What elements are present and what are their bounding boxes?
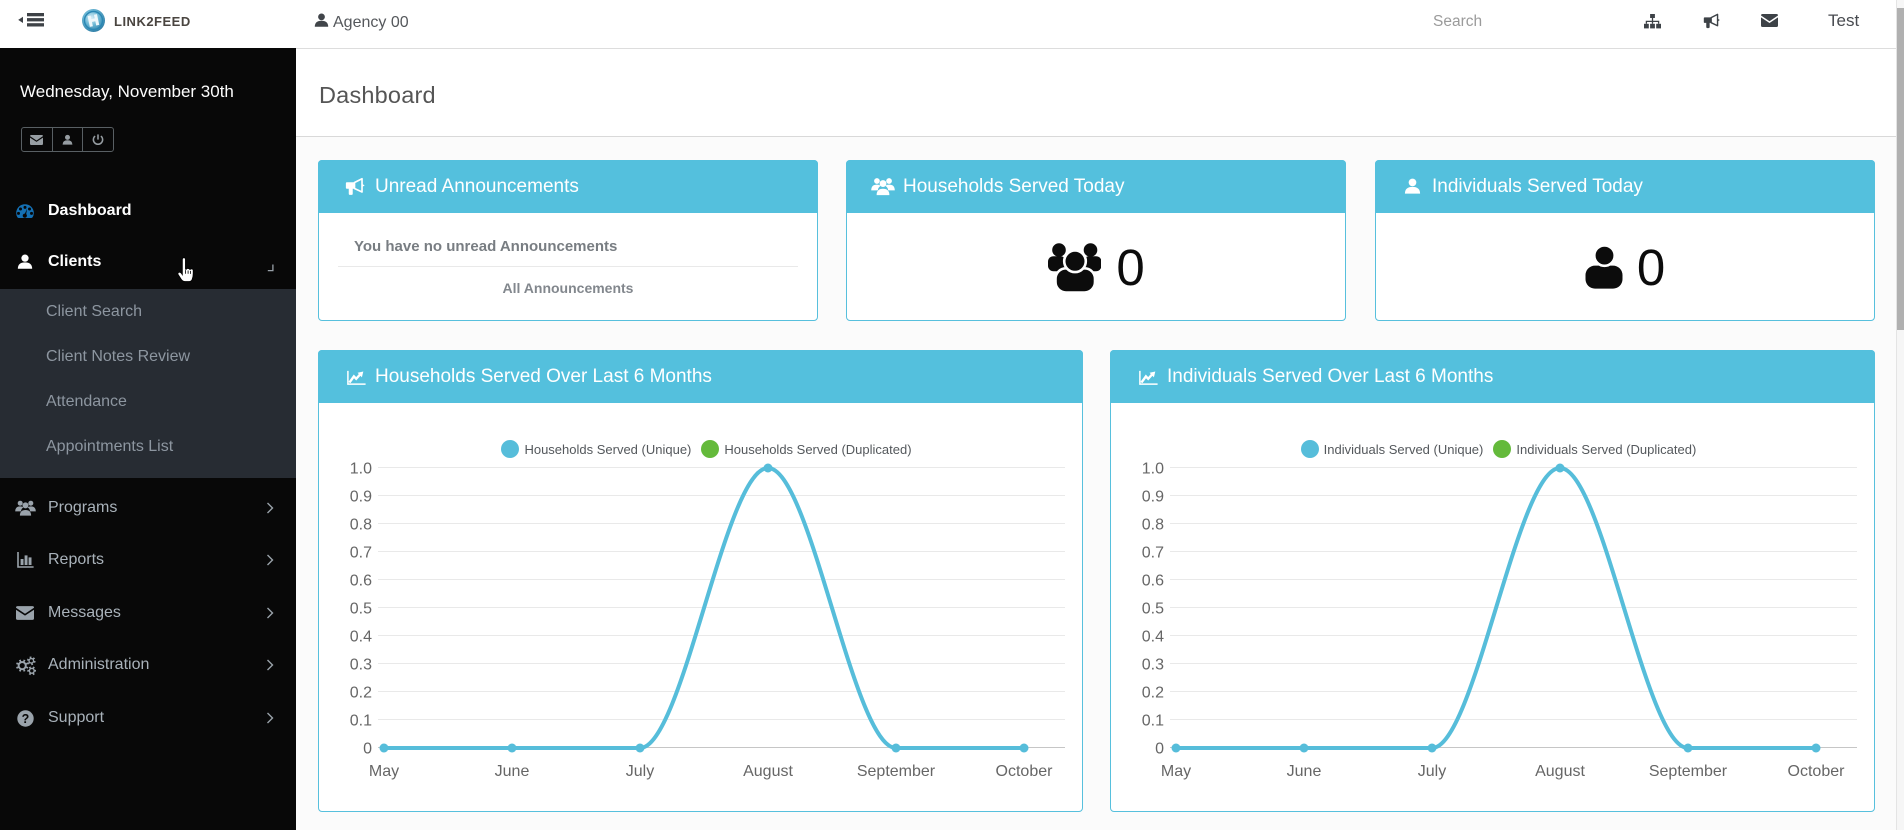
svg-text:?: ? [21, 712, 29, 726]
svg-text:May: May [1161, 763, 1191, 780]
svg-text:0.1: 0.1 [1142, 713, 1164, 730]
svg-text:0.3: 0.3 [350, 657, 372, 674]
svg-text:August: August [743, 763, 793, 780]
svg-text:May: May [369, 763, 399, 780]
svg-text:0.9: 0.9 [350, 489, 372, 506]
svg-text:June: June [495, 763, 530, 780]
svg-text:1.0: 1.0 [350, 461, 372, 478]
svg-text:0.8: 0.8 [1142, 517, 1164, 534]
svg-text:0.1: 0.1 [350, 713, 372, 730]
svg-text:June: June [1287, 763, 1322, 780]
svg-text:September: September [857, 763, 936, 780]
svg-text:0: 0 [363, 741, 372, 758]
svg-text:0.6: 0.6 [1142, 573, 1164, 590]
svg-text:0.2: 0.2 [350, 685, 372, 702]
svg-text:October: October [996, 763, 1054, 780]
svg-text:1.0: 1.0 [1142, 461, 1164, 478]
svg-text:0.9: 0.9 [1142, 489, 1164, 506]
svg-text:July: July [1418, 763, 1446, 780]
svg-text:0.7: 0.7 [350, 545, 372, 562]
svg-text:September: September [1649, 763, 1728, 780]
svg-text:0.7: 0.7 [1142, 545, 1164, 562]
svg-text:August: August [1535, 763, 1585, 780]
svg-text:0.4: 0.4 [350, 629, 372, 646]
svg-text:0.5: 0.5 [1142, 601, 1164, 618]
svg-text:0.6: 0.6 [350, 573, 372, 590]
svg-text:0: 0 [1155, 741, 1164, 758]
svg-text:0.8: 0.8 [350, 517, 372, 534]
svg-text:0.5: 0.5 [350, 601, 372, 618]
svg-text:July: July [626, 763, 654, 780]
svg-text:0.2: 0.2 [1142, 685, 1164, 702]
svg-text:0.4: 0.4 [1142, 629, 1164, 646]
svg-text:October: October [1788, 763, 1846, 780]
svg-text:0.3: 0.3 [1142, 657, 1164, 674]
